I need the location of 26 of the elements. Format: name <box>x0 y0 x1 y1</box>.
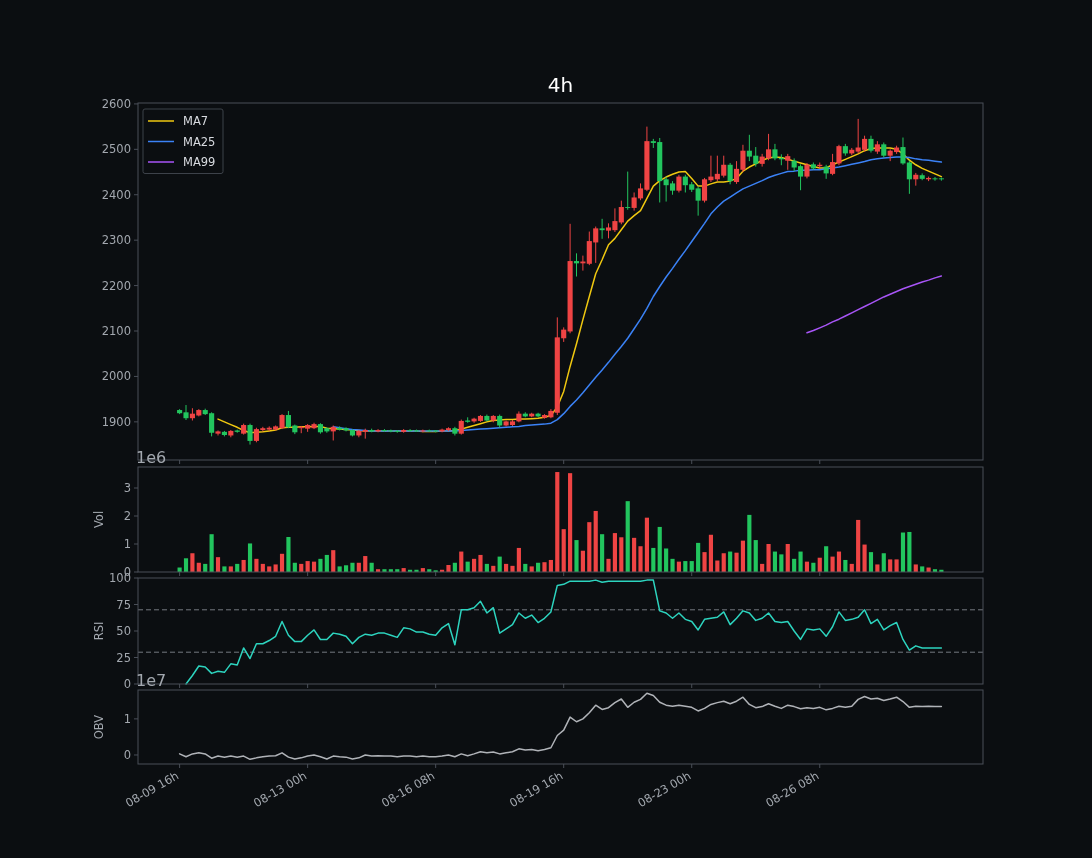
y-tick-label: 2400 <box>101 187 131 202</box>
y-axis-title: OBV <box>92 714 106 740</box>
y-tick-label: 0 <box>123 748 131 762</box>
legend-label: MA99 <box>183 155 216 170</box>
y-tick-label: 3 <box>123 481 131 496</box>
annotation: 1e6 <box>136 448 167 467</box>
y-tick-label: 25 <box>116 650 131 665</box>
legend-label: MA25 <box>183 134 216 149</box>
y-axis-title: RSI <box>92 621 106 641</box>
y-tick-label: 50 <box>116 624 131 639</box>
y-tick-label: 75 <box>116 597 131 612</box>
y-tick-label: 2 <box>123 509 131 524</box>
y-tick-label: 2000 <box>101 369 131 384</box>
y-tick-label: 0 <box>123 677 131 692</box>
y-tick-label: 2600 <box>101 96 131 111</box>
y-tick-label: 2300 <box>101 233 131 248</box>
y-tick-label: 2200 <box>101 278 131 293</box>
y-tick-label: 1 <box>123 537 131 552</box>
y-tick-label: 2500 <box>101 142 131 157</box>
y-tick-label: 2100 <box>101 324 131 339</box>
chart-title: 4h <box>547 73 574 97</box>
y-tick-label: 1 <box>123 711 131 726</box>
y-tick-label: 1900 <box>101 414 131 429</box>
y-axis-title: Vol <box>92 510 106 529</box>
legend-label: MA7 <box>183 114 209 129</box>
annotation: 1e7 <box>136 671 167 690</box>
